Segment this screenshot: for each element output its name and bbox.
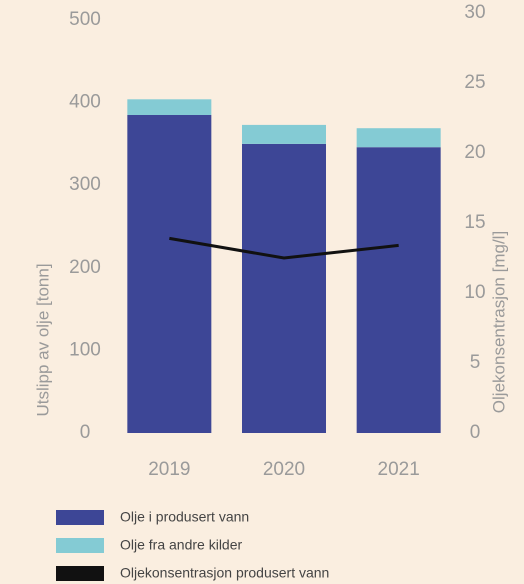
y2-tick-label: 0 — [470, 422, 481, 443]
y2-tick-label: 25 — [464, 72, 485, 93]
bar — [127, 99, 212, 115]
x-tick-label: 2020 — [263, 459, 305, 480]
y-tick-label: 500 — [69, 9, 101, 30]
y-tick-label: 0 — [80, 422, 91, 443]
legend-label: Olje i produsert vann — [120, 509, 249, 525]
legend-swatch — [56, 510, 104, 525]
legend-label: Olje fra andre kilder — [120, 537, 243, 553]
y2-tick-label: 15 — [464, 212, 485, 233]
y2-tick-label: 30 — [464, 2, 485, 23]
bar — [356, 128, 441, 148]
bar — [242, 143, 326, 433]
x-tick-label: 2019 — [148, 459, 190, 480]
legend-label: Oljekonsentrasjon produsert vann — [120, 565, 329, 581]
x-tick-label: 2021 — [378, 459, 420, 480]
y-axis-label: Utslipp av olje [tonn] — [33, 263, 52, 416]
bar — [127, 114, 212, 434]
legend-swatch — [56, 566, 104, 581]
y2-tick-label: 20 — [464, 142, 485, 163]
y-tick-label: 400 — [69, 92, 101, 113]
y-tick-label: 300 — [69, 174, 101, 195]
y2-tick-label: 5 — [470, 352, 481, 373]
y-tick-label: 100 — [69, 339, 101, 360]
bar — [356, 147, 441, 434]
y2-tick-label: 10 — [464, 282, 485, 303]
line — [169, 236, 399, 260]
legend-swatch — [56, 538, 104, 553]
y-tick-label: 200 — [69, 257, 101, 278]
y2-axis-label: Oljekonsentrasjon [mg/l] — [489, 231, 508, 413]
bar — [242, 124, 326, 144]
